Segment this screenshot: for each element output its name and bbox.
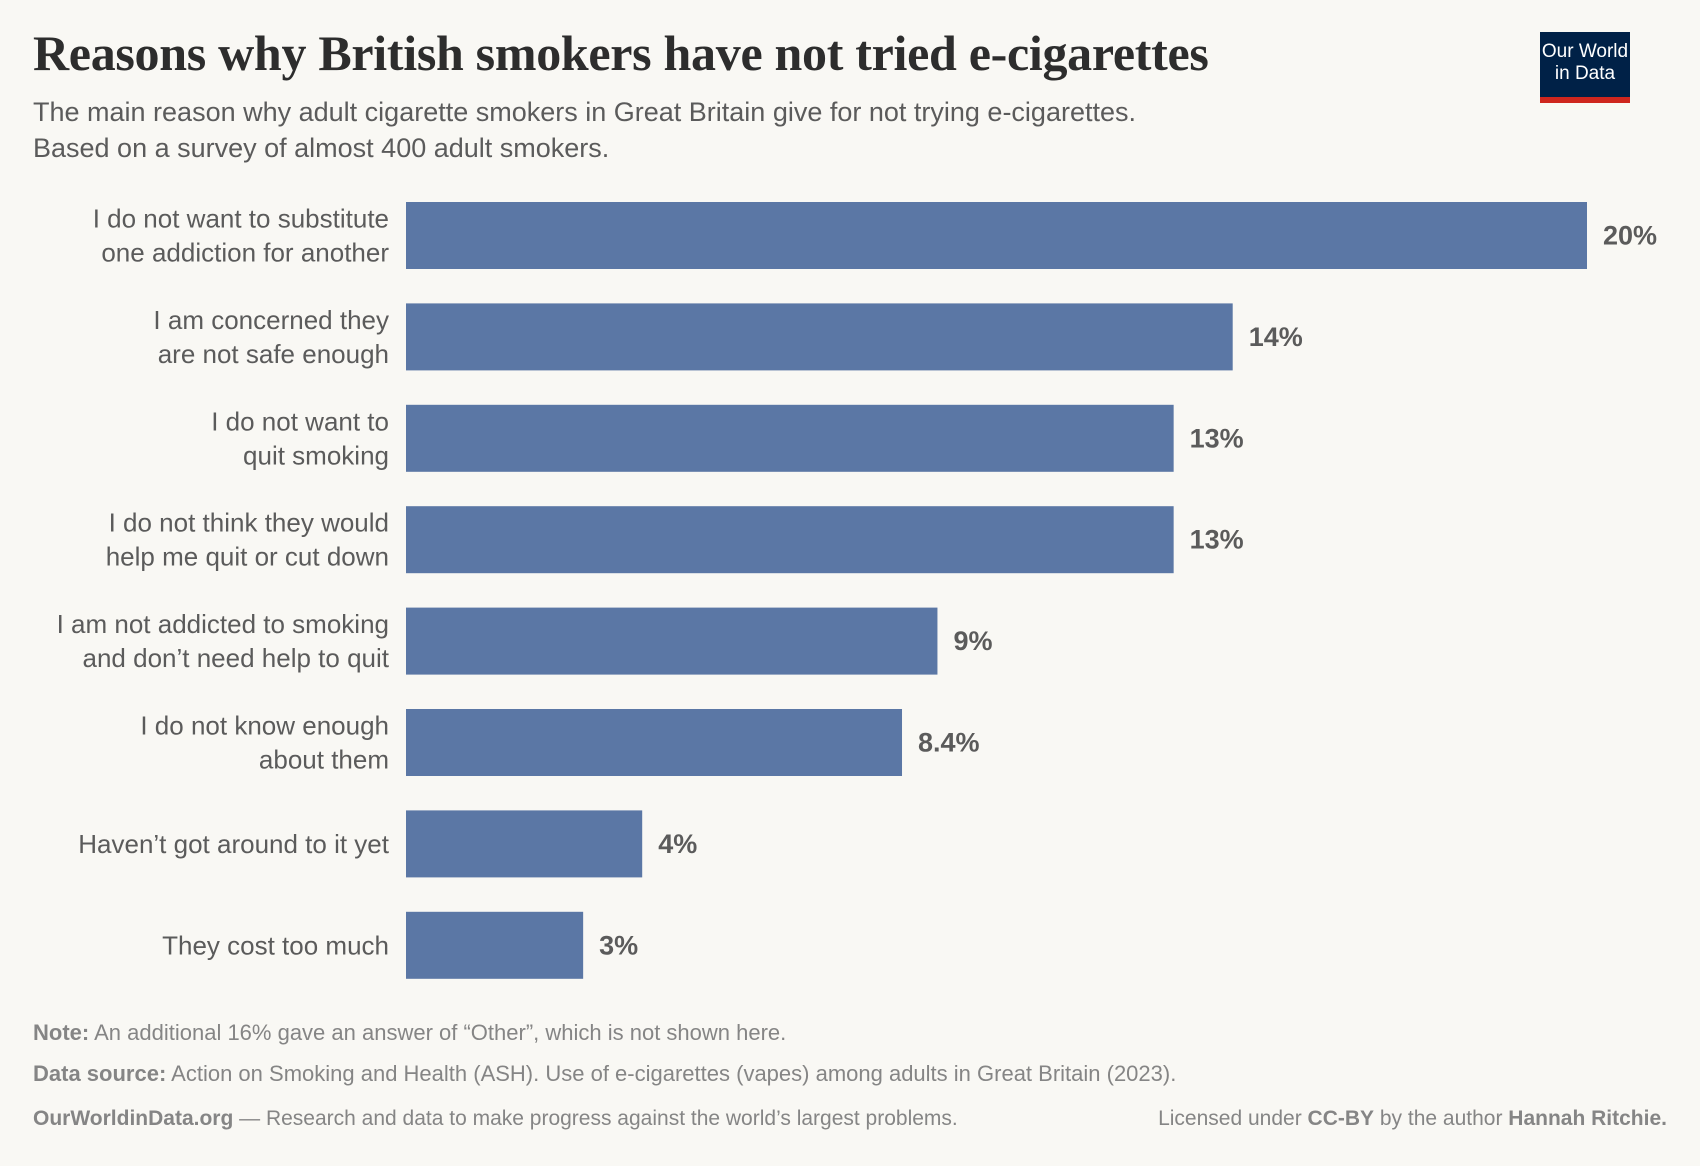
subtitle-line: Based on a survey of almost 400 adult sm…: [33, 133, 610, 163]
value-label: 14%: [1249, 322, 1303, 352]
source-label: Data source:: [33, 1061, 167, 1086]
license-text: Licensed under: [1158, 1107, 1308, 1130]
license: Licensed under CC-BY by the author Hanna…: [1158, 1107, 1667, 1131]
author: Hannah Ritchie.: [1508, 1107, 1667, 1130]
source-text: Action on Smoking and Health (ASH). Use …: [166, 1061, 1177, 1086]
value-label: 13%: [1190, 423, 1244, 453]
site-tagline: — Research and data to make progress aga…: [233, 1107, 958, 1130]
bar[interactable]: [406, 607, 938, 675]
subtitle-line: The main reason why adult cigarette smok…: [33, 97, 1136, 127]
site-link[interactable]: OurWorldinData.org: [33, 1107, 234, 1130]
logo-text: Our World: [1541, 41, 1629, 62]
category-label: I do not want to substitute: [93, 204, 389, 234]
bar[interactable]: [406, 202, 1587, 269]
chart-title: Reasons why British smokers have not tri…: [33, 25, 1209, 81]
value-label: 9%: [953, 626, 992, 656]
license-link[interactable]: CC-BY: [1307, 1107, 1375, 1130]
value-label: 13%: [1190, 525, 1244, 555]
category-label: and don’t need help to quit: [83, 643, 390, 673]
category-label: about them: [259, 745, 389, 775]
value-label: 3%: [599, 930, 638, 960]
category-label: I do not think they would: [109, 508, 389, 538]
category-label: They cost too much: [162, 930, 389, 960]
note: Note: An additional 16% gave an answer o…: [33, 1020, 786, 1046]
value-label: 4%: [658, 829, 697, 859]
note-label: Note:: [33, 1020, 90, 1045]
category-label: I am not addicted to smoking: [57, 609, 389, 639]
category-label: quit smoking: [243, 440, 389, 470]
category-label: I am concerned they: [153, 305, 389, 335]
note-text: An additional 16% gave an answer of “Oth…: [89, 1020, 787, 1045]
owid-logo[interactable]: Our World in Data: [1540, 32, 1630, 103]
category-label: Haven’t got around to it yet: [78, 829, 390, 859]
chart-subtitle: The main reason why adult cigarette smok…: [33, 94, 1483, 166]
license-text: by the author: [1374, 1107, 1509, 1130]
bar[interactable]: [406, 404, 1174, 472]
value-label: 8.4%: [918, 728, 980, 758]
bar[interactable]: [406, 911, 584, 979]
bar[interactable]: [406, 709, 903, 776]
data-source: Data source: Action on Smoking and Healt…: [33, 1061, 1176, 1087]
category-label: help me quit or cut down: [106, 542, 389, 572]
footer: OurWorldinData.org — Research and data t…: [33, 1107, 1667, 1131]
logo-text: in Data: [1554, 63, 1616, 84]
category-label: one addiction for another: [101, 238, 389, 268]
value-label: 20%: [1603, 221, 1657, 251]
bar[interactable]: [406, 506, 1174, 574]
category-label: I do not know enough: [140, 711, 389, 741]
category-label: I do not want to: [211, 406, 389, 436]
category-label: are not safe enough: [158, 339, 389, 369]
bar[interactable]: [406, 810, 643, 878]
bar[interactable]: [406, 303, 1233, 371]
